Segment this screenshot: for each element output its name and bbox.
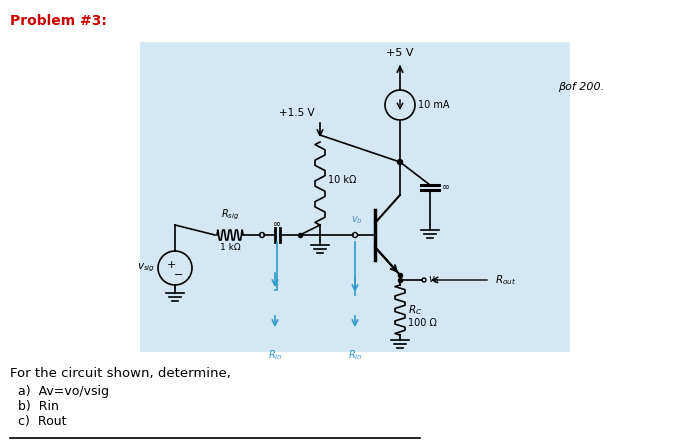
Text: ∞: ∞ [273, 219, 281, 229]
Text: 1 kΩ: 1 kΩ [220, 243, 240, 252]
Text: c)  Rout: c) Rout [18, 415, 66, 428]
Text: +5 V: +5 V [386, 48, 414, 58]
Text: $v_{sig}$: $v_{sig}$ [136, 262, 155, 274]
Text: 100 Ω: 100 Ω [408, 318, 437, 328]
Text: 10 mA: 10 mA [418, 100, 449, 110]
Bar [140, 42, 570, 352]
Text: b)  Rin: b) Rin [18, 400, 59, 413]
Text: −: − [174, 270, 183, 280]
Text: Problem #3:: Problem #3: [10, 14, 107, 28]
Text: $R_{in}$: $R_{in}$ [268, 348, 282, 362]
Text: $R_{out}$: $R_{out}$ [495, 273, 517, 287]
Text: $R_{sig}$: $R_{sig}$ [221, 208, 239, 222]
Text: +: + [167, 260, 176, 270]
Text: +1.5 V: +1.5 V [279, 108, 315, 118]
Text: $R_{in}$: $R_{in}$ [348, 348, 362, 362]
Circle shape [398, 159, 402, 164]
Text: a)  Av=vo/vsig: a) Av=vo/vsig [18, 385, 109, 398]
Text: βof 200.: βof 200. [558, 82, 604, 92]
Text: 10 kΩ: 10 kΩ [328, 175, 356, 185]
Text: ∞: ∞ [442, 182, 450, 192]
Text: $R_C$: $R_C$ [408, 303, 422, 317]
Text: For the circuit shown, determine,: For the circuit shown, determine, [10, 367, 231, 380]
Text: $v_b$: $v_b$ [351, 214, 363, 226]
Text: $v_o$: $v_o$ [428, 274, 440, 286]
